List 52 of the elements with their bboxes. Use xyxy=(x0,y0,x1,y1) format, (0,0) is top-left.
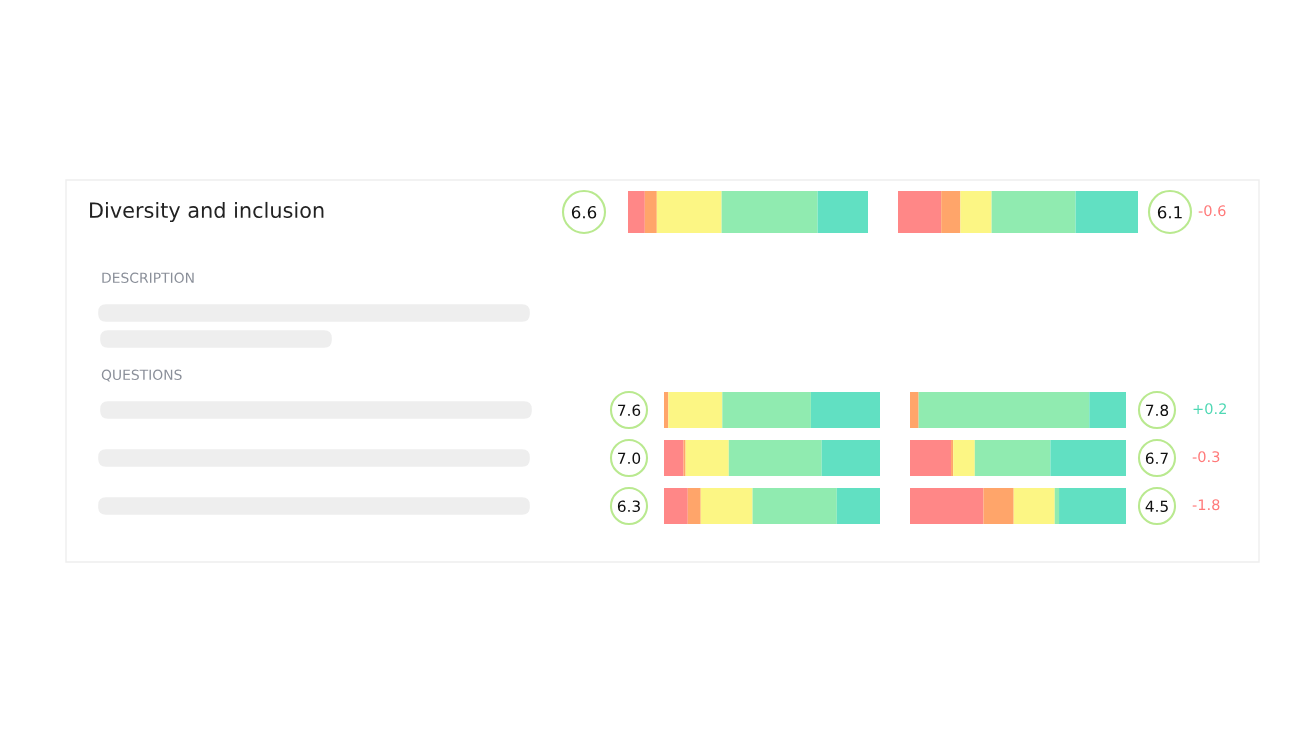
bar xyxy=(1059,488,1126,524)
y-tick-label: 6.7 xyxy=(1145,452,1168,465)
y-tick-label: 6.3 xyxy=(617,500,640,513)
bar xyxy=(910,488,984,524)
text: -0.3 xyxy=(1192,451,1220,463)
bar xyxy=(685,440,729,476)
text: Diversity and inclusion xyxy=(90,201,324,223)
bar xyxy=(960,191,992,233)
bar xyxy=(721,191,818,233)
bar xyxy=(910,392,919,428)
y-tick-label: 6.1 xyxy=(1157,205,1182,219)
bar xyxy=(910,440,952,476)
bar xyxy=(918,392,1090,428)
y-tick-label: 7.6 xyxy=(618,404,641,417)
bar xyxy=(628,191,645,233)
bar xyxy=(668,392,723,428)
y-tick-label: 6.6 xyxy=(571,205,597,219)
bar xyxy=(1050,440,1126,476)
y-tick-label: 7.0 xyxy=(618,452,641,465)
bar xyxy=(728,440,822,476)
bar xyxy=(836,488,880,524)
text: -1.8 xyxy=(1192,499,1220,511)
text: QUESTIONS xyxy=(101,369,182,382)
text: -0.6 xyxy=(1198,205,1226,217)
bar xyxy=(991,191,1076,233)
bar xyxy=(700,488,753,524)
bar xyxy=(683,440,686,476)
bar xyxy=(664,488,688,524)
y-tick-label: 7.8 xyxy=(1146,404,1169,417)
text: +0.2 xyxy=(1193,403,1226,415)
bar xyxy=(722,392,811,428)
bar xyxy=(1075,191,1138,233)
bar xyxy=(941,191,961,233)
bar xyxy=(898,191,942,233)
y-tick-label: 4.5 xyxy=(1145,500,1168,513)
bar xyxy=(1089,392,1126,428)
bar xyxy=(687,488,701,524)
bar xyxy=(1054,488,1060,524)
bar xyxy=(752,488,837,524)
bar xyxy=(821,440,880,476)
bar xyxy=(810,392,880,428)
bar xyxy=(664,440,684,476)
bar xyxy=(951,440,954,476)
bar xyxy=(817,191,868,233)
bar xyxy=(983,488,1014,524)
text: DESCRIPTION xyxy=(102,272,194,284)
bar xyxy=(953,440,975,476)
bar xyxy=(664,392,669,428)
bar xyxy=(656,191,722,233)
bar xyxy=(974,440,1051,476)
bar xyxy=(644,191,657,233)
bar xyxy=(1013,488,1055,524)
